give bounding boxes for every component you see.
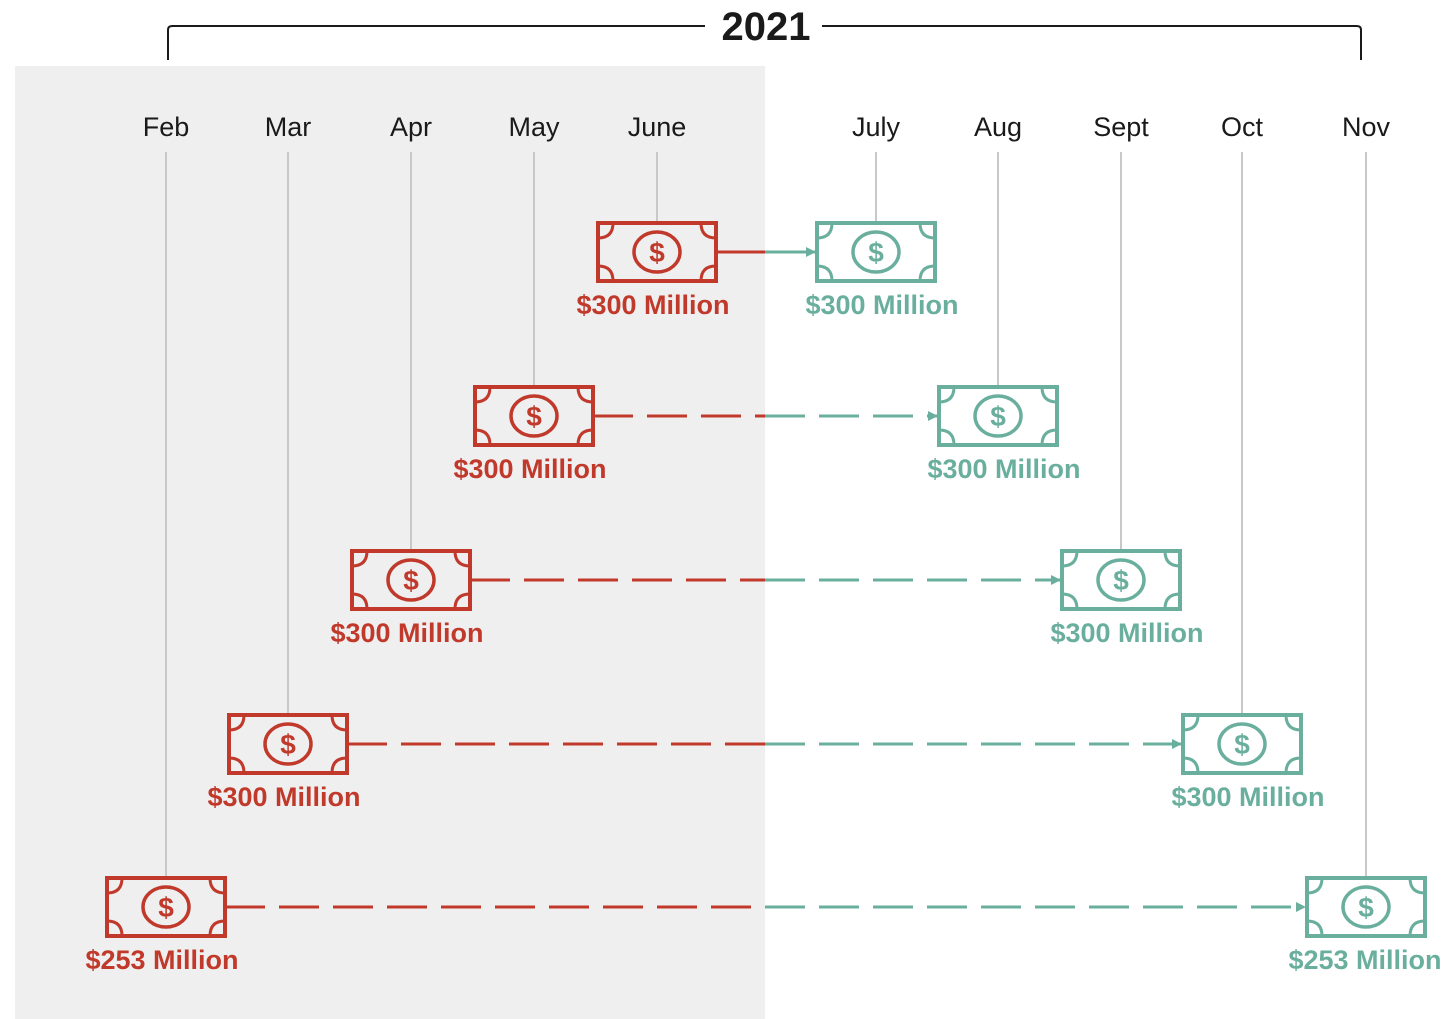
transfers: $ $ $300 Million $300 Million $ $ $300 Million… xyxy=(85,221,1442,975)
transfer-row-3: $ $ $300 Million $300 Million xyxy=(330,549,1204,648)
svg-text:$: $ xyxy=(403,565,419,596)
year-label: 2021 xyxy=(722,5,811,49)
svg-text:$: $ xyxy=(1113,565,1129,596)
dollar-bill-icon: $ xyxy=(350,549,472,611)
amount-from-label: $300 Million xyxy=(453,454,606,484)
amount-from-label: $300 Million xyxy=(207,782,360,812)
month-label-sept: Sept xyxy=(1093,112,1149,142)
transfer-row-2: $ $ $300 Million $300 Million xyxy=(453,385,1081,484)
svg-text:$: $ xyxy=(649,237,665,268)
dollar-bill-icon: $ xyxy=(937,385,1059,447)
svg-text:$: $ xyxy=(1358,892,1374,923)
dollar-bill-icon: $ xyxy=(1181,713,1303,775)
amount-to-label: $300 Million xyxy=(927,454,1080,484)
svg-text:$: $ xyxy=(1234,729,1250,760)
month-label-feb: Feb xyxy=(143,112,190,142)
amount-to-label: $253 Million xyxy=(1288,945,1441,975)
dollar-bill-icon: $ xyxy=(815,221,937,283)
amount-from-label: $300 Million xyxy=(576,290,729,320)
amount-from-label: $253 Million xyxy=(85,945,238,975)
svg-text:$: $ xyxy=(280,729,296,760)
svg-text:$: $ xyxy=(158,892,174,923)
dollar-bill-icon: $ xyxy=(596,221,718,283)
dollar-bill-icon: $ xyxy=(1060,549,1182,611)
year-bracket xyxy=(167,25,1362,60)
transfer-row-1: $ $ $300 Million $300 Million xyxy=(576,221,959,320)
amount-from-label: $300 Million xyxy=(330,618,483,648)
svg-text:$: $ xyxy=(868,237,884,268)
amount-to-label: $300 Million xyxy=(1050,618,1203,648)
month-label-may: May xyxy=(508,112,560,142)
dollar-bill-icon: $ xyxy=(227,713,349,775)
svg-text:$: $ xyxy=(990,401,1006,432)
month-guides xyxy=(165,152,1367,878)
amount-to-label: $300 Million xyxy=(1171,782,1324,812)
transfer-row-4: $ $ $300 Million $300 Million xyxy=(207,713,1325,812)
month-label-aug: Aug xyxy=(974,112,1022,142)
amount-to-label: $300 Million xyxy=(805,290,958,320)
dollar-bill-icon: $ xyxy=(105,876,227,938)
month-label-july: July xyxy=(852,112,901,142)
month-labels: Feb Mar Apr May June July Aug Sept Oct Nov xyxy=(143,112,1391,142)
dollar-bill-icon: $ xyxy=(473,385,595,447)
month-label-oct: Oct xyxy=(1221,112,1264,142)
month-label-mar: Mar xyxy=(265,112,312,142)
month-label-apr: Apr xyxy=(390,112,432,142)
svg-text:$: $ xyxy=(526,401,542,432)
transfer-row-5: $ $ $253 Million $253 Million xyxy=(85,876,1442,975)
dollar-bill-icon: $ xyxy=(1305,876,1427,938)
month-label-nov: Nov xyxy=(1342,112,1391,142)
month-label-june: June xyxy=(628,112,687,142)
